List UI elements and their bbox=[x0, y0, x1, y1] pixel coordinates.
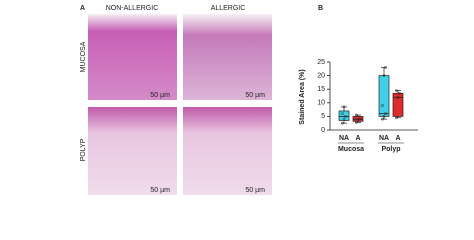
y-tick-label: 10 bbox=[317, 100, 325, 107]
data-point bbox=[358, 117, 361, 121]
y-tick-label: 15 bbox=[317, 86, 325, 93]
column-header: NON-ALLERGIC bbox=[106, 5, 159, 12]
data-point bbox=[384, 66, 387, 69]
data-point bbox=[382, 115, 386, 118]
data-point bbox=[396, 96, 400, 99]
histology-image bbox=[88, 107, 177, 195]
panel-label: B bbox=[318, 5, 323, 12]
scale-bar-label: 50 µm bbox=[150, 187, 170, 194]
histology-image bbox=[183, 107, 272, 195]
figure: A NON-ALLERGIC ALLERGIC MUCOSA POLYP 50 … bbox=[80, 5, 418, 195]
y-tick-label: 5 bbox=[321, 113, 325, 120]
data-point bbox=[381, 104, 384, 107]
histology-image bbox=[183, 14, 272, 100]
box bbox=[392, 92, 404, 117]
row-header: MUCOSA bbox=[80, 41, 87, 72]
data-point bbox=[355, 113, 358, 117]
data-point bbox=[395, 116, 398, 120]
x-tick-label: NA bbox=[339, 135, 349, 142]
panel-label: A bbox=[80, 5, 85, 12]
data-point bbox=[344, 115, 347, 118]
y-tick-label: 25 bbox=[317, 59, 325, 66]
y-tick-label: 20 bbox=[317, 72, 325, 79]
x-tick-label: A bbox=[355, 135, 360, 142]
x-tick-label: A bbox=[395, 135, 400, 142]
box bbox=[378, 75, 390, 117]
data-point bbox=[382, 74, 386, 77]
histology-image bbox=[88, 14, 177, 100]
box bbox=[338, 110, 350, 121]
data-point bbox=[341, 121, 344, 125]
scale-bar-label: 50 µm bbox=[245, 92, 265, 99]
data-point bbox=[355, 121, 358, 124]
y-axis-label: Stained Area (%) bbox=[299, 69, 306, 124]
data-point bbox=[395, 89, 398, 92]
scale-bar-label: 50 µm bbox=[150, 92, 170, 99]
group-label: Polyp bbox=[381, 146, 400, 153]
data-point bbox=[341, 112, 344, 116]
scale-bar-label: 50 µm bbox=[245, 187, 265, 194]
data-point bbox=[356, 119, 360, 122]
y-tick-label: 0 bbox=[321, 127, 325, 134]
data-point bbox=[342, 117, 346, 121]
data-point bbox=[384, 112, 387, 116]
x-tick-label: NA bbox=[379, 135, 389, 142]
group-label: Mucosa bbox=[338, 146, 364, 153]
data-point bbox=[398, 91, 401, 95]
data-point bbox=[342, 105, 346, 109]
column-header: ALLERGIC bbox=[211, 5, 246, 12]
data-point bbox=[381, 117, 384, 121]
row-header: POLYP bbox=[80, 138, 87, 161]
